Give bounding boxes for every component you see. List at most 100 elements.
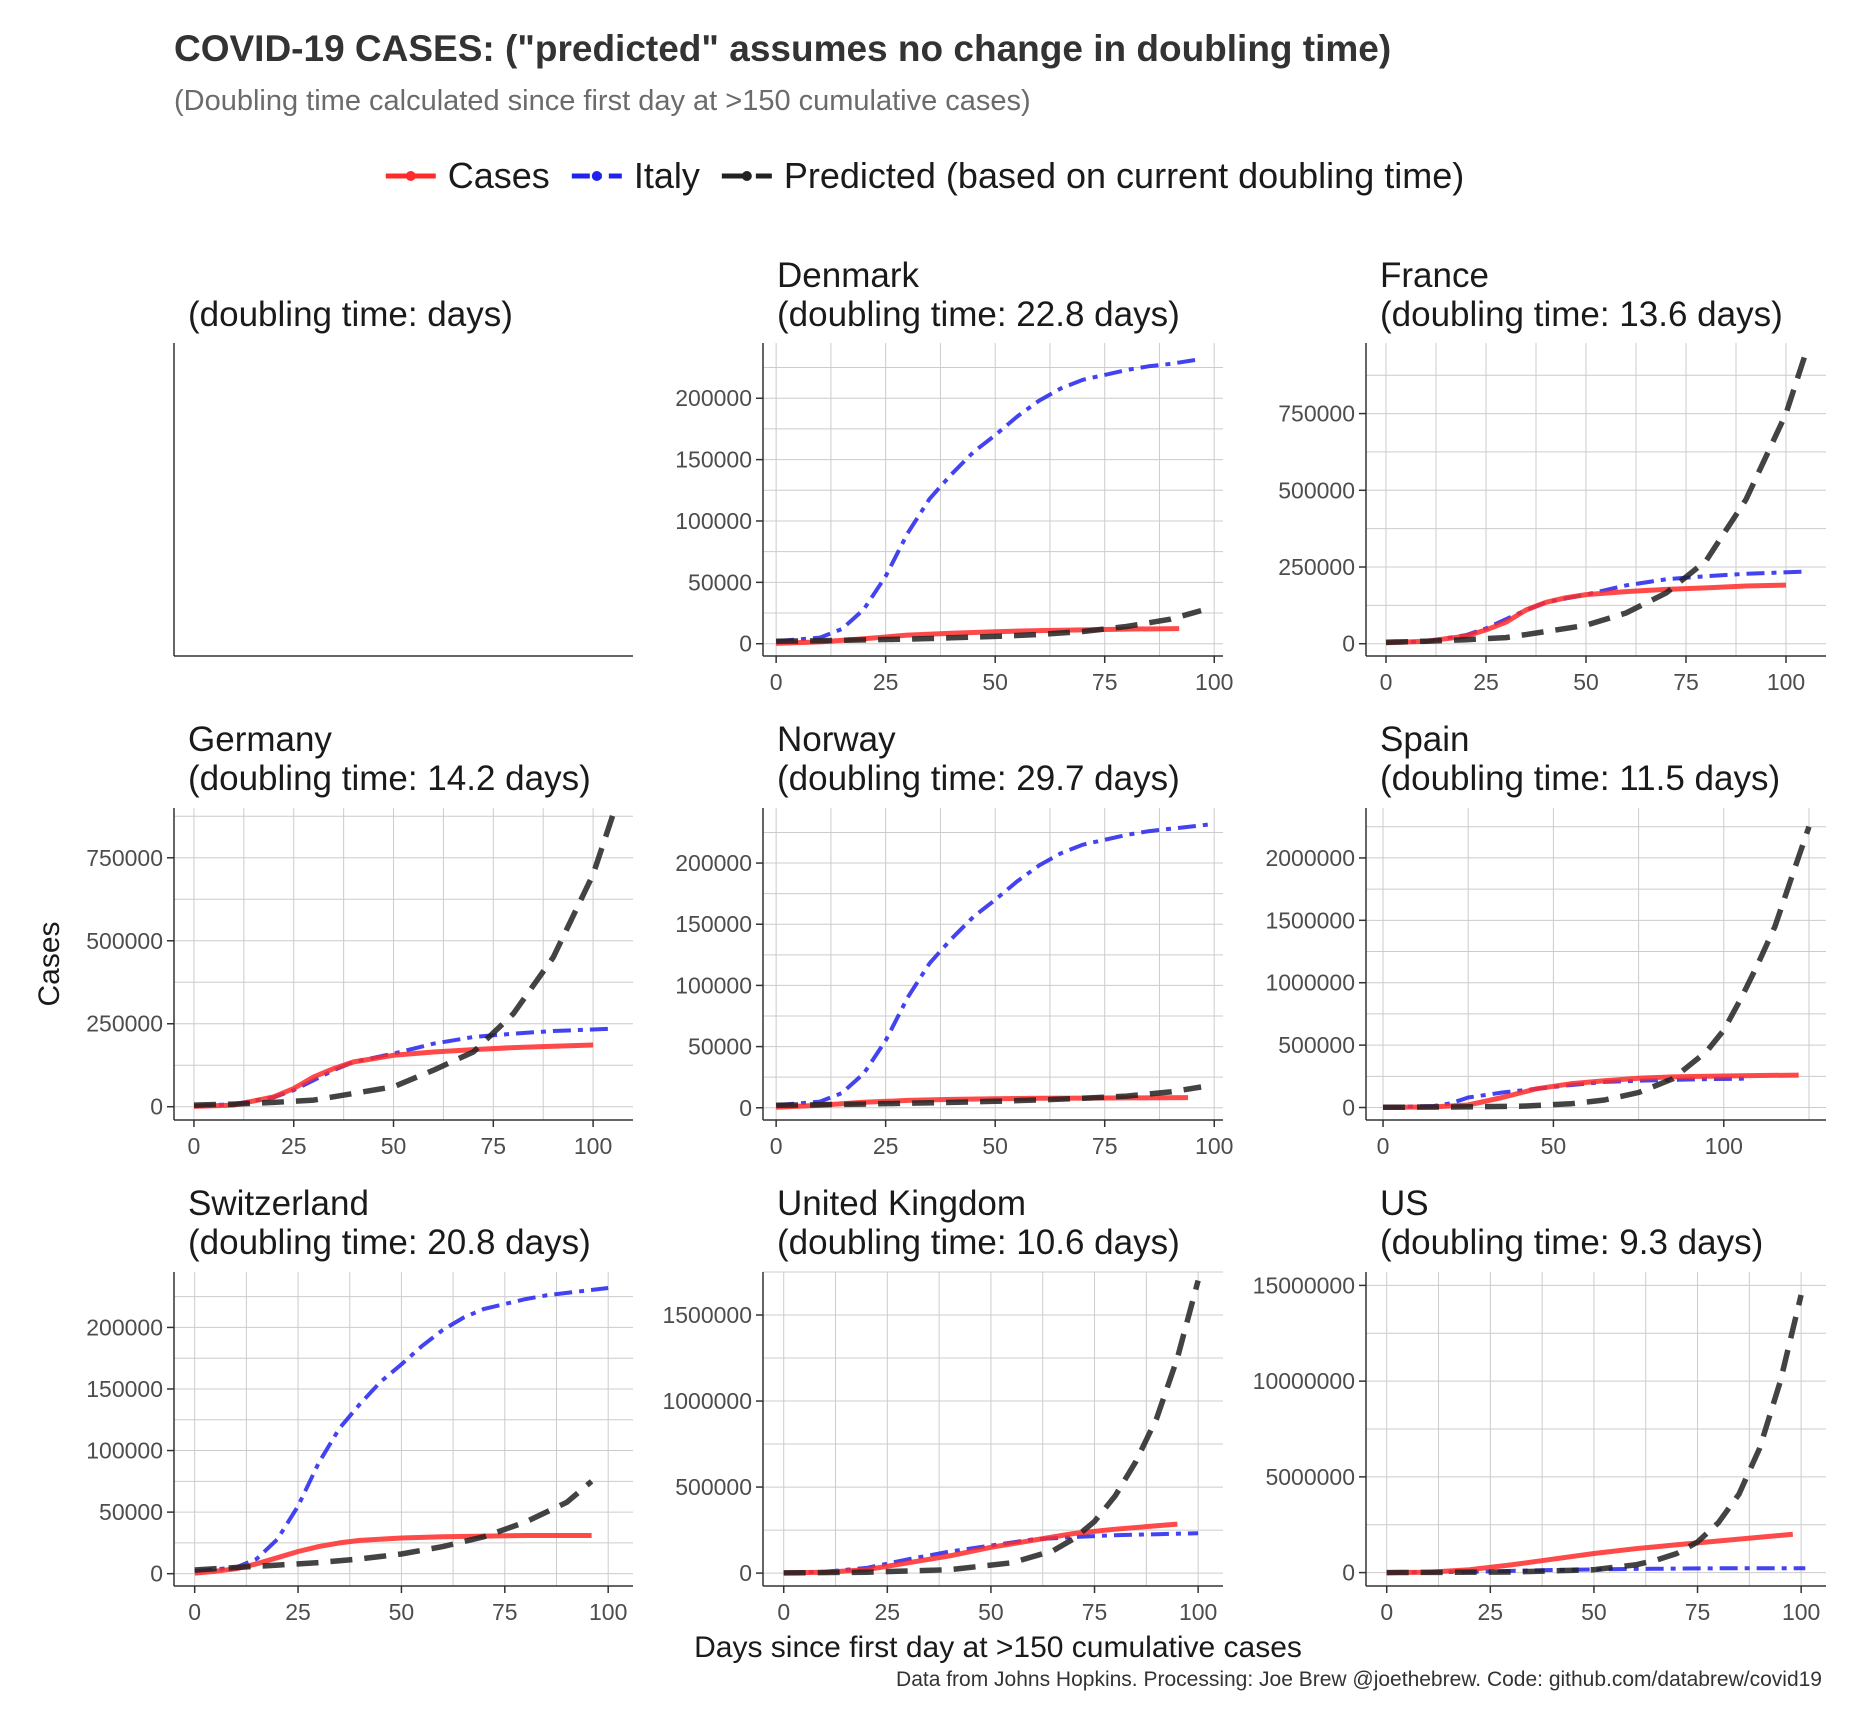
- series-line-italy: [775, 357, 1202, 644]
- x-tick-label: 100: [1195, 669, 1233, 695]
- panel-doubling-time: (doubling time: days): [188, 295, 513, 334]
- panel-doubling-time: (doubling time: 22.8 days): [777, 295, 1180, 334]
- x-tick-label: 25: [1478, 1599, 1504, 1625]
- y-tick-label: 150000: [675, 447, 752, 473]
- y-tick-label: 1000000: [1265, 970, 1355, 996]
- x-tick-label: 50: [982, 1133, 1008, 1159]
- x-tick-label: 100: [1782, 1599, 1820, 1625]
- panel-country-title: Spain: [1380, 720, 1470, 759]
- series-line-predicted: [194, 1479, 594, 1573]
- y-tick-label: 500000: [675, 1474, 752, 1500]
- y-tick-label: 500000: [1278, 477, 1355, 503]
- x-tick-label: 0: [1380, 669, 1393, 695]
- y-tick-label: 0: [739, 631, 752, 657]
- chart-title: COVID-19 CASES: ("predicted" assumes no …: [174, 28, 1392, 69]
- y-tick-label: 100000: [675, 972, 752, 998]
- y-tick-label: 15000000: [1253, 1272, 1355, 1298]
- y-tick-label: 200000: [86, 1314, 163, 1340]
- y-tick-label: 100000: [86, 1438, 163, 1464]
- series-line-cases: [194, 1533, 592, 1576]
- panel-country-title: Germany: [188, 720, 332, 759]
- panel-doubling-time: (doubling time: 9.3 days): [1380, 1223, 1763, 1262]
- y-tick-label: 10000000: [1253, 1368, 1355, 1394]
- x-tick-label: 25: [285, 1599, 311, 1625]
- x-tick-label: 25: [1473, 669, 1499, 695]
- x-tick-label: 25: [873, 669, 899, 695]
- series-line-predicted: [783, 1279, 1201, 1576]
- y-tick-label: 250000: [86, 1011, 163, 1037]
- chart-subtitle: (Doubling time calculated since first da…: [174, 85, 1031, 117]
- x-tick-label: 100: [589, 1599, 627, 1625]
- panel-france: France(doubling time: 13.6 days) 0 25 50 75 1…: [1278, 256, 1826, 695]
- x-tick-label: 100: [1767, 669, 1805, 695]
- x-tick-label: 0: [770, 1133, 783, 1159]
- x-tick-label: 75: [1082, 1599, 1108, 1625]
- panel-doubling-time: (doubling time: 14.2 days): [188, 759, 591, 798]
- y-tick-label: 150000: [675, 911, 752, 937]
- series-line-italy: [193, 1026, 614, 1109]
- y-tick-label: 5000000: [1265, 1464, 1355, 1490]
- x-tick-label: 50: [1541, 1133, 1567, 1159]
- y-tick-label: 200000: [675, 850, 752, 876]
- y-tick-label: 50000: [688, 569, 752, 595]
- panel-country-title: United Kingdom: [777, 1184, 1026, 1223]
- panel-country-title: Denmark: [777, 256, 919, 295]
- y-tick-label: 1500000: [662, 1302, 752, 1328]
- x-tick-label: 75: [1673, 669, 1699, 695]
- x-tick-label: 0: [1380, 1599, 1393, 1625]
- y-tick-label: 500000: [1278, 1032, 1355, 1058]
- y-tick-label: 750000: [1278, 401, 1355, 427]
- x-tick-label: 50: [1581, 1599, 1607, 1625]
- y-tick-label: 0: [739, 1560, 752, 1586]
- y-tick-label: 0: [150, 1561, 163, 1587]
- series-line-cases: [775, 1095, 1189, 1110]
- x-tick-label: 75: [1092, 1133, 1118, 1159]
- y-axis-title: Cases: [33, 921, 66, 1006]
- x-tick-label: 100: [574, 1133, 612, 1159]
- panel-country-title: Switzerland: [188, 1184, 369, 1223]
- y-tick-label: 100000: [675, 508, 752, 534]
- series-line-cases: [193, 1042, 594, 1109]
- y-tick-label: 0: [1342, 1560, 1355, 1586]
- x-tick-label: 75: [481, 1133, 507, 1159]
- series-line-predicted: [193, 813, 616, 1108]
- caption: Data from Johns Hopkins. Processing: Joe…: [896, 1668, 1822, 1691]
- panel-germany: Germany(doubling time: 14.2 days) 0 25 50 75…: [86, 720, 633, 1159]
- legend-label: Cases: [448, 155, 550, 196]
- series-line-predicted: [1385, 351, 1809, 645]
- x-tick-label: 75: [1685, 1599, 1711, 1625]
- panel-norway: Norway(doubling time: 29.7 days) 0 25 50 75 1…: [675, 720, 1233, 1159]
- y-tick-label: 200000: [675, 385, 752, 411]
- x-tick-label: 50: [982, 669, 1008, 695]
- y-tick-label: 0: [1342, 1095, 1355, 1121]
- x-tick-label: 50: [389, 1599, 415, 1625]
- series-line-italy: [1386, 1566, 1806, 1575]
- x-tick-label: 100: [1705, 1133, 1743, 1159]
- x-tick-label: 25: [873, 1133, 899, 1159]
- y-tick-label: 750000: [86, 845, 163, 871]
- legend-group: Cases Italy Predicted (based on current do…: [385, 155, 1464, 196]
- panel-doubling-time: (doubling time: 13.6 days): [1380, 295, 1783, 334]
- x-tick-label: 50: [1573, 669, 1599, 695]
- series-line-predicted: [776, 607, 1202, 645]
- x-tick-label: 100: [1195, 1133, 1233, 1159]
- series-line-cases: [776, 626, 1180, 646]
- y-tick-label: 1000000: [662, 1388, 752, 1414]
- series-line-italy: [783, 1531, 1199, 1575]
- x-tick-label: 0: [777, 1599, 790, 1625]
- x-tick-label: 100: [1179, 1599, 1217, 1625]
- x-axis-title: Days since first day at >150 cumulative …: [694, 1631, 1302, 1664]
- panel-us: US(doubling time: 9.3 days) 0 25 50 75 100 0 50…: [1253, 1184, 1826, 1625]
- series-line-italy: [1385, 569, 1807, 646]
- panel-country-title: US: [1380, 1184, 1429, 1223]
- x-tick-label: 50: [381, 1133, 407, 1159]
- panel-country-title: Norway: [777, 720, 896, 759]
- legend-key-dot: [405, 171, 416, 181]
- series-line-predicted: [1382, 825, 1812, 1111]
- panel-united-kingdom: United Kingdom(doubling time: 10.6 days)…: [662, 1184, 1223, 1625]
- panel-country-title: France: [1380, 256, 1489, 295]
- y-tick-label: 50000: [688, 1034, 752, 1060]
- panel-doubling-time: (doubling time: 29.7 days): [777, 759, 1180, 798]
- legend: Cases Italy Predicted (based on current do…: [385, 155, 1464, 196]
